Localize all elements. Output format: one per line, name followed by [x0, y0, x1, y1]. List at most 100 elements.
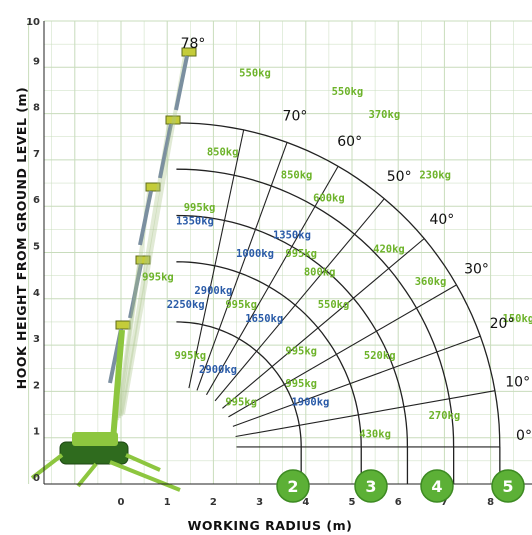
badge-number: 4 [431, 477, 442, 496]
capacity-label: 270kg [429, 410, 461, 422]
angle-labels: 78° 70° 60° 50° 40° 30° 20° 10° 0° [181, 36, 532, 444]
y-tick-label: 6 [33, 195, 40, 206]
capacity-label: 150kg [503, 313, 532, 325]
x-tick-label: 5 [349, 497, 356, 508]
capacity-label: 995kg [285, 345, 317, 357]
y-tick-label: 3 [33, 334, 40, 345]
boom-section [128, 263, 143, 319]
radius-arc [176, 168, 455, 448]
y-tick-label: 10 [26, 17, 40, 28]
y-tick-label: 7 [33, 149, 40, 160]
capacity-label: 995kg [142, 271, 174, 283]
x-tick-label: 4 [302, 497, 309, 508]
boom-ghost [121, 49, 188, 415]
boom-section-badge: 4 [420, 469, 454, 503]
boom-head [115, 320, 131, 330]
main-boom [110, 329, 125, 441]
capacity-label: 1350kg [273, 230, 311, 242]
outrigger [76, 462, 98, 488]
angle-ray [235, 390, 496, 438]
crane-illustration [30, 47, 197, 492]
boom-angle-lines [188, 129, 500, 448]
angle-ray [214, 198, 385, 402]
boom-section-badge: 2 [276, 469, 310, 503]
angle-label: 60° [337, 134, 362, 150]
angle-label: 78° [181, 36, 206, 52]
capacity-label: 550kg [318, 299, 350, 311]
boom-head [135, 255, 151, 265]
radius-arc [176, 122, 501, 448]
angle-label: 20° [490, 316, 515, 332]
x-tick-label: 6 [395, 497, 402, 508]
angle-label: 40° [429, 212, 454, 228]
capacity-label: 800kg [304, 267, 336, 279]
angle-label: 70° [283, 109, 308, 125]
capacity-label: 1900kg [291, 396, 329, 408]
y-tick-label: 2 [33, 380, 40, 391]
capacity-label: 550kg [332, 86, 364, 98]
y-tick-label: 9 [33, 56, 40, 67]
angle-label: 50° [387, 169, 412, 185]
boom-head [165, 115, 181, 125]
y-tick-label: 5 [33, 242, 40, 253]
radius-arc [176, 321, 302, 448]
badge-number: 2 [287, 477, 298, 496]
boom-section-badge: 3 [354, 469, 388, 503]
badge-number: 5 [502, 477, 513, 496]
angle-ray [232, 335, 481, 427]
badge-circle [420, 469, 454, 503]
capacity-label: 550kg [239, 68, 271, 80]
radius-arc [176, 214, 409, 448]
capacity-label: 995kg [225, 396, 257, 408]
x-axis-title: WORKING RADIUS (m) [188, 518, 353, 533]
badge-circle [491, 469, 525, 503]
outrigger [109, 460, 181, 492]
x-tick-label: 0 [118, 497, 125, 508]
capacity-label: 420kg [373, 244, 405, 256]
capacity-label: 370kg [369, 109, 401, 121]
y-tick-label: 0 [33, 473, 40, 484]
x-tick-label: 2 [210, 497, 217, 508]
capacity-label: 995kg [285, 378, 317, 390]
capacity-label: 995kg [174, 350, 206, 362]
x-tick-label: 1 [164, 497, 171, 508]
angle-ray [196, 142, 288, 391]
capacity-label: 1650kg [245, 313, 283, 325]
capacity-label: 995kg [225, 299, 257, 311]
angle-label: 0° [516, 428, 532, 444]
capacity-label: 850kg [281, 169, 313, 181]
capacity-label: 995kg [285, 248, 317, 260]
y-tick-label: 4 [33, 288, 40, 299]
crane-body [72, 432, 118, 446]
capacity-labels: 550kg 550kg 370kg 850kg 850kg 230kg 600kg 995kg… [142, 68, 532, 441]
capacity-label: 520kg [364, 350, 396, 362]
angle-label: 10° [505, 375, 530, 391]
angle-ray [205, 166, 339, 396]
badge-number: 3 [365, 477, 376, 496]
capacity-label: 600kg [313, 193, 345, 205]
boom-head [145, 182, 161, 192]
boom-head [181, 47, 197, 57]
y-tick-label: 1 [33, 427, 40, 438]
x-tick-label: 3 [256, 497, 263, 508]
boom-section [158, 123, 173, 179]
badge-circle [276, 469, 310, 503]
angle-ray [228, 284, 457, 418]
capacity-label: 1350kg [176, 216, 214, 228]
capacity-label: 850kg [207, 146, 239, 158]
capacity-label: 2900kg [194, 285, 232, 297]
capacity-label: 230kg [419, 169, 451, 181]
capacity-label: 995kg [184, 202, 216, 214]
angle-label: 30° [464, 261, 489, 277]
capacity-label: 1000kg [236, 248, 274, 260]
angle-ray [188, 129, 245, 389]
angle-ray [222, 238, 425, 409]
boom-section [138, 190, 153, 246]
x-tick-label: 7 [441, 497, 448, 508]
capacity-label: 430kg [359, 429, 391, 441]
capacity-label: 2900kg [199, 364, 237, 376]
outrigger [30, 453, 64, 480]
outrigger [125, 453, 161, 472]
x-tick-label: 8 [487, 497, 494, 508]
